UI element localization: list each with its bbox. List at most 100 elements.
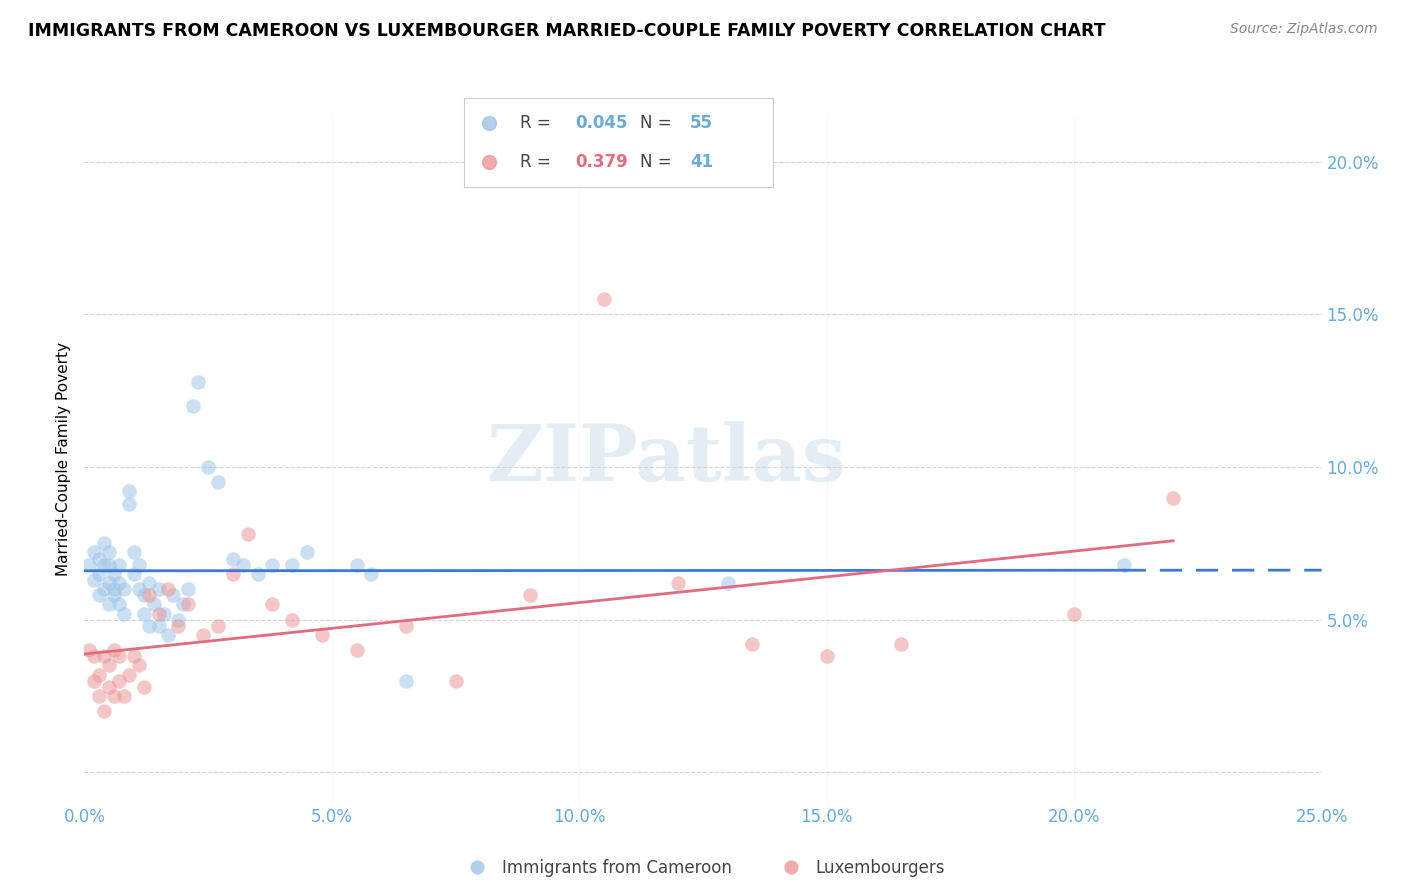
Point [93, 649, 115, 664]
Point [118, 497, 141, 511]
Point [83, 545, 105, 559]
Point [717, 576, 740, 591]
Point [478, 116, 501, 130]
Point [478, 155, 501, 169]
Point [83, 673, 105, 688]
Point [132, 588, 155, 602]
Point [152, 607, 174, 621]
Point [138, 576, 160, 591]
Point [108, 673, 131, 688]
Text: N =: N = [640, 153, 678, 171]
Point [89, 566, 111, 581]
Point [222, 566, 245, 581]
Point [395, 619, 418, 633]
Point [93, 582, 115, 596]
Point [103, 582, 125, 596]
Point [122, 649, 145, 664]
Text: 0.379: 0.379 [575, 153, 628, 171]
Point [346, 558, 368, 572]
Point [83, 649, 105, 664]
Point [222, 551, 245, 566]
Point [1063, 607, 1085, 621]
Text: 0.045: 0.045 [575, 114, 628, 132]
Point [138, 619, 160, 633]
Point [98, 598, 121, 612]
Point [246, 566, 269, 581]
Point [93, 704, 115, 718]
Point [108, 649, 131, 664]
Point [112, 689, 135, 703]
Point [395, 673, 418, 688]
Point [128, 558, 150, 572]
Point [98, 558, 121, 572]
Point [89, 588, 111, 602]
Point [98, 658, 121, 673]
Text: ZIPatlas: ZIPatlas [486, 421, 845, 498]
Point [103, 643, 125, 657]
Point [79, 643, 101, 657]
Point [128, 582, 150, 596]
Point [98, 545, 121, 559]
Point [112, 607, 135, 621]
Point [281, 558, 304, 572]
Point [98, 576, 121, 591]
Point [89, 667, 111, 681]
Point [118, 484, 141, 499]
Point [519, 588, 541, 602]
Text: IMMIGRANTS FROM CAMEROON VS LUXEMBOURGER MARRIED-COUPLE FAMILY POVERTY CORRELATI: IMMIGRANTS FROM CAMEROON VS LUXEMBOURGER… [28, 22, 1105, 40]
Point [148, 582, 170, 596]
Point [89, 551, 111, 566]
Point [262, 598, 284, 612]
Point [815, 649, 838, 664]
Point [79, 558, 101, 572]
Point [103, 588, 125, 602]
Point [187, 375, 209, 389]
Point [167, 619, 190, 633]
Text: N =: N = [640, 114, 678, 132]
Point [148, 607, 170, 621]
Point [157, 582, 180, 596]
Point [93, 536, 115, 550]
Point [122, 545, 145, 559]
Point [346, 643, 368, 657]
Legend: Immigrants from Cameroon, Luxembourgers: Immigrants from Cameroon, Luxembourgers [454, 853, 952, 884]
Point [1112, 558, 1135, 572]
Point [132, 680, 155, 694]
Point [197, 460, 219, 475]
Point [444, 673, 467, 688]
Point [138, 588, 160, 602]
Point [162, 588, 184, 602]
Point [167, 613, 190, 627]
Point [157, 628, 180, 642]
Point [311, 628, 333, 642]
Point [128, 658, 150, 673]
Point [890, 637, 912, 651]
Point [741, 637, 763, 651]
Point [177, 598, 200, 612]
Point [281, 613, 304, 627]
Text: 55: 55 [690, 114, 713, 132]
Point [112, 582, 135, 596]
Point [207, 475, 229, 490]
Point [232, 558, 254, 572]
Point [262, 558, 284, 572]
Y-axis label: Married-Couple Family Poverty: Married-Couple Family Poverty [56, 343, 72, 576]
Point [103, 566, 125, 581]
Point [593, 292, 616, 306]
Point [181, 399, 204, 413]
Point [1161, 491, 1184, 505]
Point [360, 566, 382, 581]
Point [172, 598, 194, 612]
Point [108, 598, 131, 612]
Point [207, 619, 229, 633]
Point [666, 576, 689, 591]
Point [142, 598, 165, 612]
Point [83, 573, 105, 587]
Point [191, 628, 214, 642]
Point [295, 545, 318, 559]
Point [108, 576, 131, 591]
Point [103, 689, 125, 703]
Point [98, 680, 121, 694]
Text: R =: R = [520, 114, 555, 132]
Point [89, 689, 111, 703]
